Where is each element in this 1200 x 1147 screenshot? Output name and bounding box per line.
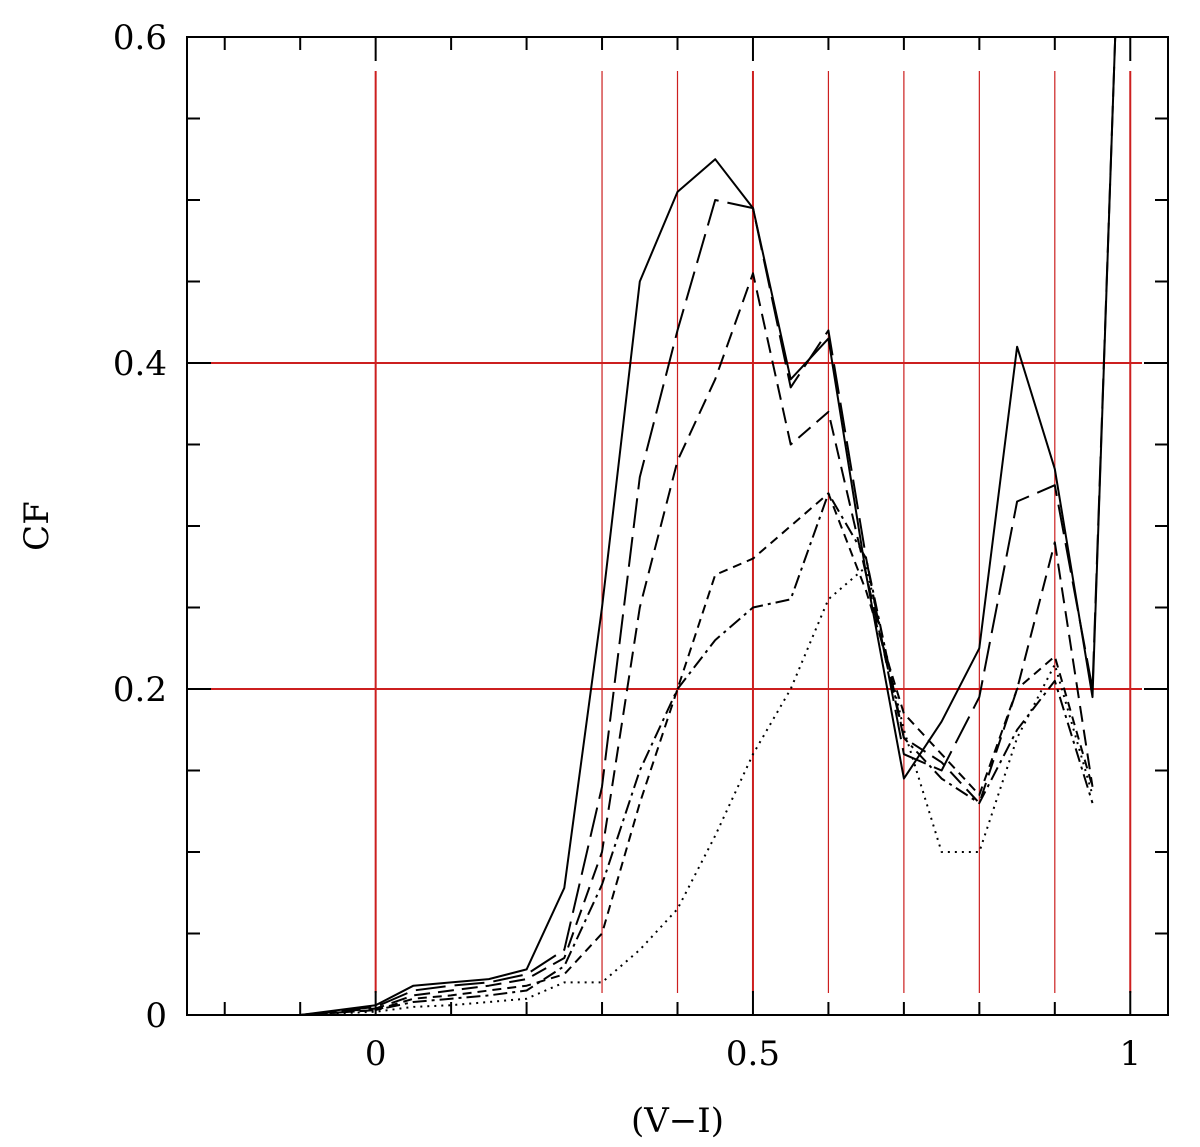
y-tick-label: 0: [145, 996, 167, 1036]
x-tick-label: 0: [365, 1034, 387, 1074]
plot-frame: [186, 36, 1169, 1016]
series-line-solid: [224, 36, 1117, 1016]
data-series: [224, 36, 1117, 1016]
axis-ticks: [187, 36, 1168, 1016]
series-line-medium-dash: [224, 272, 1094, 1016]
reference-lines: [209, 71, 1142, 993]
tick-labels: 0 0.5 1 0 0.2 0.4 0.6: [113, 18, 1141, 1074]
y-tick-label: 0.4: [113, 344, 167, 384]
series-line-dash-dot: [224, 492, 1094, 1016]
y-axis-label: CF: [17, 501, 57, 551]
series-line-long-dash: [224, 36, 1117, 1016]
y-tick-label: 0.6: [113, 18, 167, 58]
x-tick-label: 0.5: [726, 1034, 780, 1074]
y-tick-label: 0.2: [113, 670, 167, 710]
series-line-short-dash: [224, 492, 1094, 1016]
x-axis-label: (V−I): [631, 1101, 724, 1141]
x-tick-label: 1: [1119, 1034, 1141, 1074]
